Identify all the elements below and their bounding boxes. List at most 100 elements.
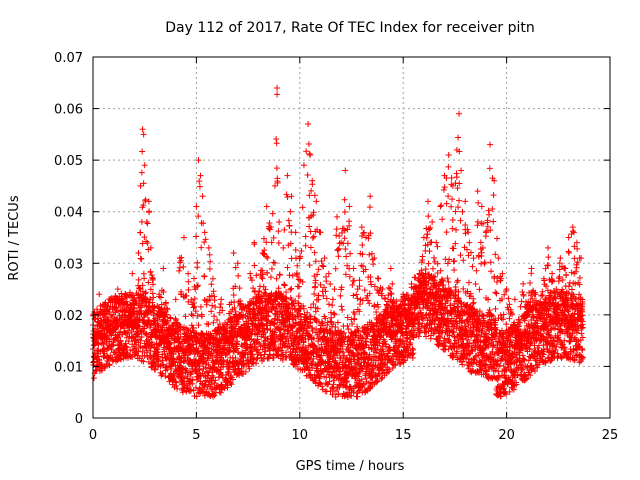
data-point	[272, 338, 279, 345]
data-point	[335, 391, 342, 398]
data-point	[264, 325, 271, 332]
data-point	[275, 239, 282, 246]
data-point	[253, 272, 260, 279]
data-point	[441, 184, 448, 191]
data-point	[286, 272, 293, 279]
data-point	[191, 275, 198, 282]
data-point	[273, 275, 280, 282]
data-point	[192, 233, 199, 240]
data-point	[486, 211, 493, 218]
data-point	[344, 240, 351, 247]
data-point	[285, 217, 292, 224]
data-point	[353, 291, 360, 298]
data-point	[492, 251, 499, 258]
data-point	[195, 348, 202, 355]
data-point	[202, 236, 209, 243]
data-point	[445, 193, 452, 200]
data-point	[310, 355, 317, 362]
data-point	[332, 265, 339, 272]
data-point	[443, 200, 450, 207]
data-point	[157, 294, 164, 301]
data-point	[271, 329, 278, 336]
data-point	[136, 323, 143, 330]
data-point	[142, 289, 149, 296]
data-point	[422, 266, 429, 273]
data-point	[138, 169, 145, 176]
data-point	[276, 271, 283, 278]
data-point	[279, 311, 286, 318]
data-point	[265, 355, 272, 362]
data-point	[201, 273, 208, 280]
data-point	[311, 192, 318, 199]
data-point	[176, 339, 183, 346]
data-point	[342, 245, 349, 252]
data-point	[210, 319, 217, 326]
data-point	[334, 319, 341, 326]
data-point	[476, 286, 483, 293]
data-point	[472, 281, 479, 288]
data-point	[199, 331, 206, 338]
data-point	[246, 365, 253, 372]
data-point	[211, 359, 218, 366]
data-point	[284, 264, 291, 271]
data-point	[306, 262, 313, 269]
data-point	[190, 304, 197, 311]
data-point	[299, 204, 306, 211]
data-point	[306, 223, 313, 230]
data-point	[200, 220, 207, 227]
data-point	[136, 285, 143, 292]
data-point	[196, 178, 203, 185]
data-point	[344, 377, 351, 384]
data-point	[201, 239, 208, 246]
data-point	[250, 285, 257, 292]
data-point	[315, 266, 322, 273]
data-point	[326, 301, 332, 308]
data-point	[268, 239, 275, 246]
data-point	[283, 295, 290, 302]
data-point	[339, 306, 346, 313]
data-point	[266, 351, 273, 358]
data-point	[270, 354, 277, 361]
data-point	[306, 192, 313, 199]
data-point	[263, 253, 270, 260]
data-point	[201, 296, 208, 303]
data-point	[284, 194, 291, 201]
data-point	[210, 393, 217, 400]
data-point	[465, 229, 472, 236]
data-point	[267, 274, 274, 281]
data-point	[275, 285, 282, 292]
data-point	[177, 355, 184, 362]
data-point	[344, 262, 351, 269]
data-point	[287, 240, 294, 247]
data-point	[180, 263, 187, 270]
data-point	[271, 338, 278, 345]
data-point	[333, 226, 340, 233]
data-point	[440, 186, 447, 193]
data-point	[140, 180, 147, 187]
data-point	[311, 290, 318, 297]
data-point	[457, 252, 464, 259]
data-point	[309, 359, 316, 366]
data-point	[451, 257, 458, 264]
data-point	[477, 239, 484, 246]
data-point	[160, 288, 167, 295]
data-point	[338, 303, 345, 310]
data-point	[141, 234, 148, 241]
data-point	[320, 263, 327, 270]
data-point	[273, 165, 280, 172]
data-point	[302, 314, 309, 321]
data-point	[298, 247, 305, 254]
data-point	[138, 256, 145, 263]
data-point	[295, 293, 302, 300]
data-point	[172, 378, 179, 385]
data-point	[319, 383, 326, 390]
data-point	[295, 283, 302, 290]
data-point	[255, 339, 262, 346]
data-point	[160, 361, 167, 368]
data-point	[425, 213, 432, 220]
data-point	[323, 278, 330, 285]
data-point	[460, 257, 467, 264]
data-point	[174, 385, 181, 392]
data-point	[271, 259, 278, 266]
data-point	[494, 235, 501, 242]
